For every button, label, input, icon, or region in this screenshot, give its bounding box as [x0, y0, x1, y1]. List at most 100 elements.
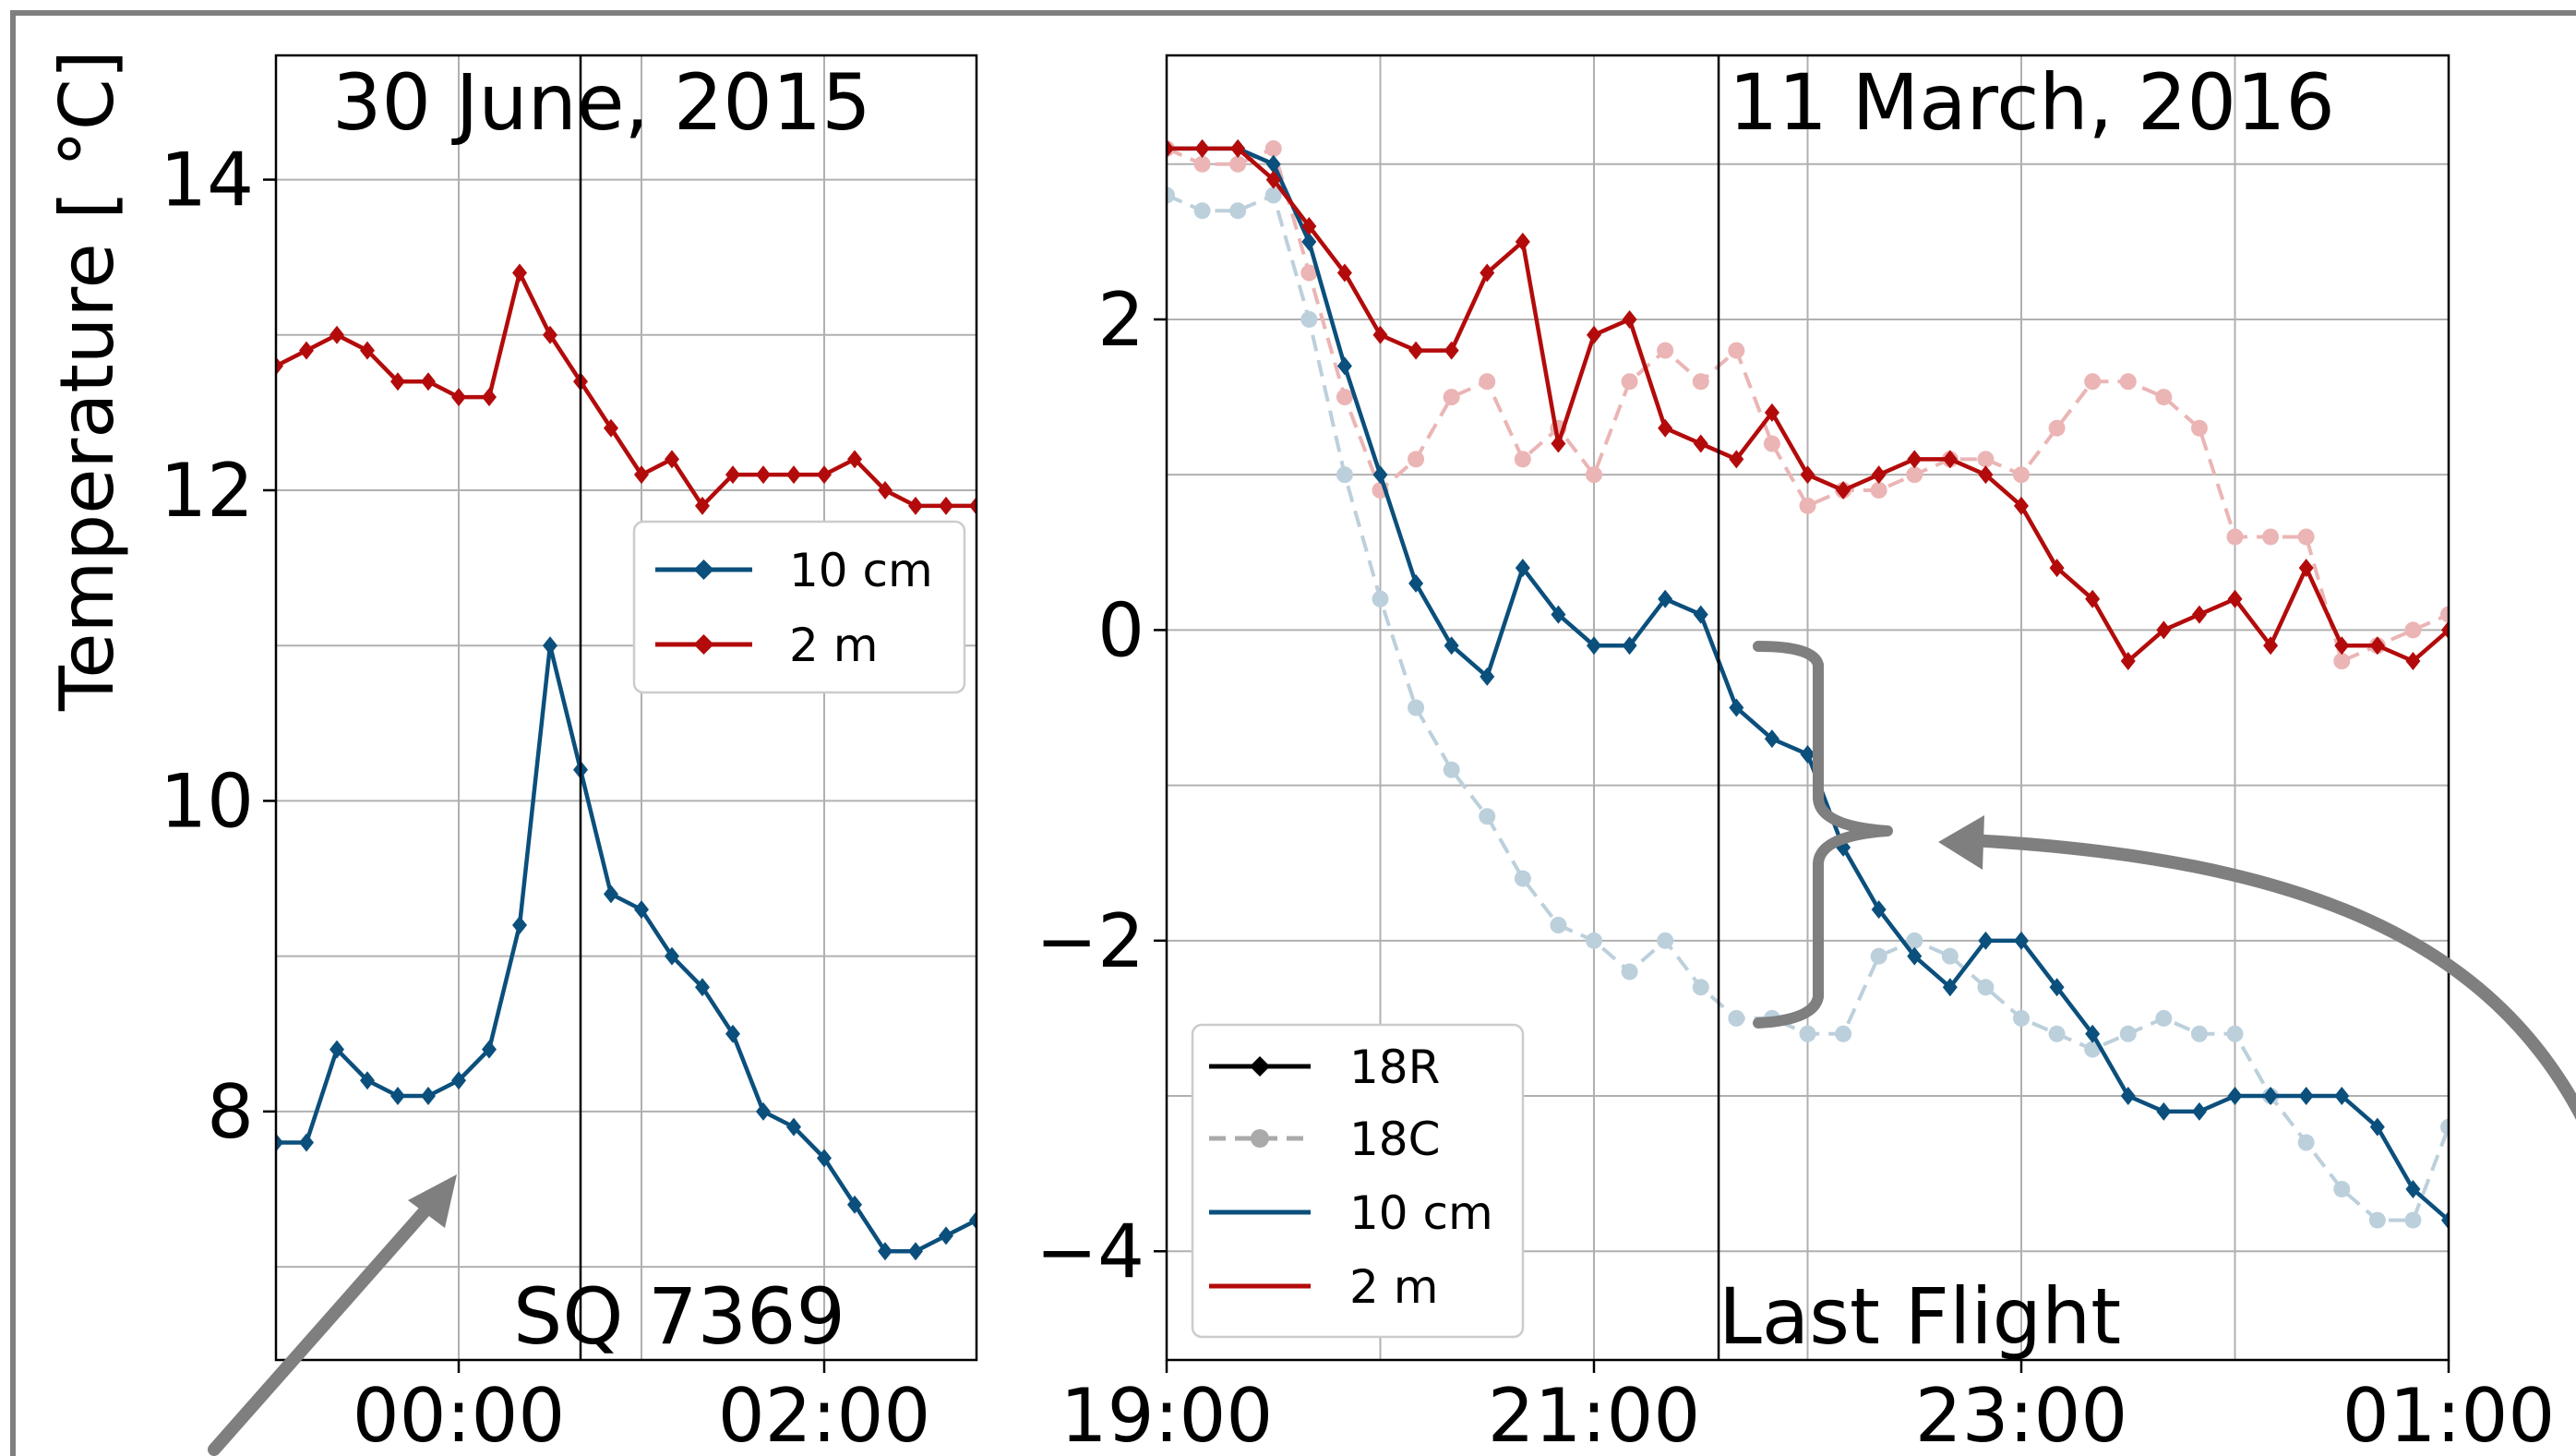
- legend-label-2m: 2 m: [789, 619, 878, 672]
- left-axes-box: [274, 54, 978, 1362]
- data-point-18r: [2226, 528, 2244, 546]
- y-tick-label: 12: [160, 448, 254, 534]
- x-tick-label: 19:00: [1060, 1373, 1274, 1456]
- data-point-18r: [1586, 466, 1602, 484]
- left-bottom-annotation: SQ 7369: [513, 1271, 845, 1362]
- data-point-2m: [604, 418, 618, 438]
- right-legend-box: [1191, 1023, 1525, 1339]
- data-point-18c: [2404, 1211, 2422, 1229]
- legend-marker-18R: [1250, 1056, 1270, 1077]
- data-point-18c: [1229, 202, 1247, 220]
- data-point-18c: [1514, 870, 1531, 887]
- data-point-2m: [1515, 232, 1530, 251]
- data-point-2m: [1230, 138, 1246, 158]
- data-point-2m: [1978, 465, 1994, 485]
- right-ticks: −4 −2 0 2 19:00 21:00 23:00 01:00: [1036, 277, 2555, 1456]
- series-line-2m: [276, 266, 976, 510]
- data-point-18r: [1408, 451, 1425, 468]
- data-point-18r: [2013, 466, 2030, 484]
- data-point-2m: [1764, 403, 1779, 422]
- data-point-2m: [2120, 652, 2136, 671]
- data-point-10cm: [2298, 1087, 2314, 1106]
- data-point-18c: [1586, 932, 1602, 949]
- data-point-2m: [2263, 636, 2279, 656]
- data-point-18r: [2404, 621, 2422, 639]
- data-point-18c: [2226, 1025, 2244, 1042]
- data-point-18r: [1692, 373, 1709, 391]
- data-point-18c: [2297, 1134, 2315, 1151]
- data-point-2m: [2049, 559, 2065, 578]
- data-point-18r: [2190, 419, 2208, 437]
- right-top-annotation: 11 March, 2016: [1729, 57, 2335, 148]
- data-point-18c: [2190, 1025, 2208, 1042]
- data-point-18c: [2119, 1025, 2137, 1042]
- data-point-2m: [1658, 418, 1673, 438]
- data-point-10cm: [1336, 356, 1352, 376]
- right-series: [1167, 138, 2449, 1230]
- left-legend-box: [632, 520, 966, 694]
- brace-shape: [1753, 641, 1893, 1029]
- left-top-annotation: 30 June, 2015: [332, 57, 871, 148]
- data-point-18r: [1479, 373, 1496, 391]
- data-point-2m: [329, 325, 344, 344]
- right-arrow-head: [1938, 815, 1984, 870]
- data-point-2m: [2085, 589, 2101, 608]
- data-point-2m: [1444, 341, 1459, 360]
- data-point-18c: [1300, 310, 1318, 328]
- data-point-18c: [1799, 1025, 1816, 1042]
- legend-label-10cm: 10 cm: [789, 544, 933, 597]
- data-point-2m: [1800, 465, 1815, 485]
- data-point-10cm: [276, 1133, 283, 1152]
- data-point-2m: [2156, 620, 2172, 640]
- data-point-10cm: [2014, 931, 2029, 950]
- data-point-18r: [1300, 264, 1318, 282]
- data-point-18r: [1657, 342, 1674, 359]
- data-point-2m: [2014, 496, 2029, 515]
- data-point-2m: [2227, 589, 2243, 608]
- data-point-10cm: [1907, 946, 1923, 966]
- data-point-18c: [1408, 699, 1425, 716]
- data-point-10cm: [1515, 559, 1530, 578]
- right-arrow-shaft: [1964, 834, 2576, 1121]
- data-point-10cm: [1693, 605, 1708, 624]
- data-point-2m: [1551, 434, 1566, 453]
- data-point-2m: [1907, 450, 1923, 469]
- data-point-2m: [1194, 138, 1210, 158]
- data-point-2m: [1372, 325, 1388, 344]
- right-arrow: [1938, 815, 2576, 1121]
- data-point-18r: [1443, 389, 1460, 406]
- data-point-2m: [756, 465, 771, 485]
- figure-frame: [10, 10, 2576, 1456]
- data-point-18r: [1264, 139, 1282, 157]
- data-point-2m: [725, 465, 740, 485]
- data-point-18c: [2013, 1009, 2030, 1027]
- series-line-10cm: [276, 644, 976, 1254]
- data-point-18r: [2297, 528, 2315, 546]
- data-point-2m: [299, 341, 314, 360]
- data-point-10cm: [1408, 573, 1424, 593]
- data-point-2m: [2191, 605, 2207, 624]
- data-point-18c: [1550, 917, 1567, 933]
- y-tick-label: −4: [1036, 1209, 1144, 1294]
- left-arrow-head: [408, 1174, 457, 1228]
- x-tick-label: 02:00: [718, 1373, 931, 1456]
- data-point-10cm: [1764, 729, 1779, 749]
- data-point-18c: [2440, 1118, 2449, 1136]
- data-point-2m: [1836, 481, 1851, 499]
- x-tick-label: 00:00: [353, 1373, 566, 1456]
- data-point-10cm: [1587, 636, 1601, 656]
- data-point-18c: [1977, 979, 1995, 996]
- data-point-10cm: [1265, 154, 1281, 174]
- data-point-2m: [786, 465, 801, 485]
- data-point-2m: [512, 263, 527, 283]
- data-point-10cm: [725, 1024, 740, 1043]
- data-point-18r: [1621, 373, 1638, 391]
- right-legend: 18R 18C 10 cm 2 m: [1191, 1023, 1525, 1339]
- x-tick-label: 01:00: [2342, 1373, 2556, 1456]
- data-point-2m: [817, 465, 832, 485]
- data-point-10cm: [1800, 744, 1815, 764]
- data-point-18c: [1443, 761, 1460, 778]
- data-point-10cm: [329, 1040, 344, 1059]
- data-point-2m: [665, 450, 679, 469]
